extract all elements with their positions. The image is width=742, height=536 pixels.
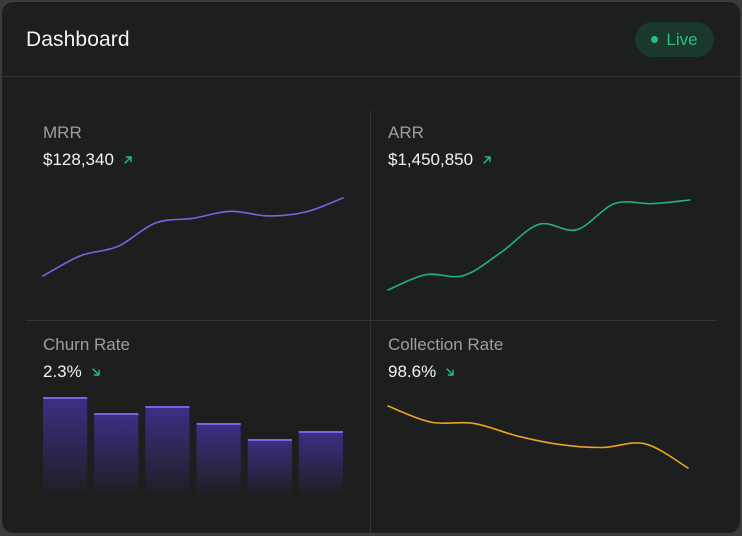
collection-rate-sparkline-chart <box>387 405 689 469</box>
churn-bar-cap <box>298 431 343 433</box>
metric-value: 98.6% <box>388 362 437 381</box>
churn-bar <box>196 423 241 497</box>
mrr-sparkline-chart <box>42 197 344 277</box>
churn-bar <box>43 397 88 497</box>
churn-bar-cap <box>145 406 190 408</box>
metric-label: ARR <box>388 123 424 142</box>
collection-rate-line <box>387 405 689 469</box>
arrow-down-right-icon <box>92 368 100 376</box>
horizontal-divider <box>26 320 716 321</box>
metric-label: Churn Rate <box>43 335 130 354</box>
vertical-divider <box>370 110 371 533</box>
churn-bar-cap <box>94 413 139 415</box>
arrow-up-right-icon <box>124 156 132 164</box>
arr-line <box>387 199 691 291</box>
live-indicator-dot-icon <box>651 36 659 43</box>
churn-bar-cap <box>196 423 241 425</box>
churn-rate-bar-chart <box>43 397 343 497</box>
mrr-line <box>42 197 344 277</box>
churn-bar <box>145 406 190 497</box>
churn-bar-cap <box>247 439 292 441</box>
status-badge-label: Live <box>666 29 698 49</box>
dashboard-header: Dashboard Live <box>2 2 740 77</box>
metric-value: $1,450,850 <box>388 150 474 169</box>
status-badge: Live <box>635 22 714 57</box>
churn-bar <box>94 413 139 497</box>
arr-sparkline-chart <box>387 199 691 291</box>
metric-value-row: $1,450,850 <box>388 150 492 170</box>
churn-bar <box>247 439 292 497</box>
metric-value-row: 2.3% <box>43 362 101 382</box>
churn-bar-cap <box>43 397 88 399</box>
arrow-down-right-icon <box>446 368 454 376</box>
arrow-up-right-icon <box>483 156 491 164</box>
metric-value: 2.3% <box>43 362 82 381</box>
metric-label: MRR <box>43 123 82 142</box>
metric-label: Collection Rate <box>388 335 504 354</box>
metric-value-row: 98.6% <box>388 362 455 382</box>
metric-value-row: $128,340 <box>43 150 133 170</box>
churn-bar <box>298 431 343 497</box>
metric-value: $128,340 <box>43 150 114 169</box>
page-title: Dashboard <box>26 28 130 51</box>
